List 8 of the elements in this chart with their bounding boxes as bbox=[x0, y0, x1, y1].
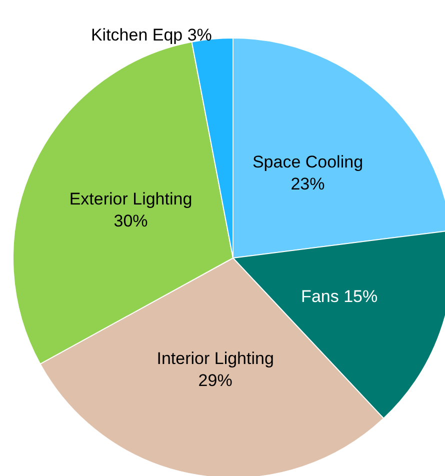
slice-label: Exterior Lighting bbox=[69, 189, 192, 208]
slice-label: Interior Lighting bbox=[156, 349, 274, 368]
data-label: 23% bbox=[290, 174, 325, 194]
data-label: 29% bbox=[198, 371, 232, 390]
slice-label: Fans 15% bbox=[301, 286, 378, 306]
data-label: 30% bbox=[114, 211, 148, 230]
slice-label: Space Cooling bbox=[252, 152, 364, 172]
slice-label: Kitchen Eqp 3% bbox=[90, 25, 212, 44]
